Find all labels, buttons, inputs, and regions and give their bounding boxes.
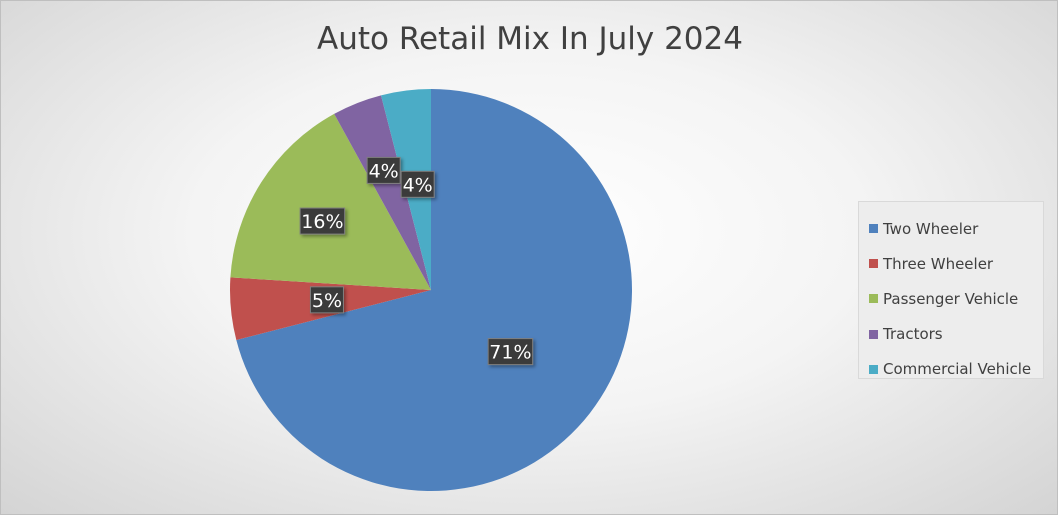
data-label-commercial-vehicle: 4%: [400, 170, 435, 198]
legend-label: Tractors: [883, 325, 943, 344]
legend-item-two-wheeler: Two Wheeler: [869, 211, 1043, 246]
data-label-text: 71%: [489, 342, 531, 364]
legend-swatch: [869, 224, 878, 234]
data-label-text: 4%: [403, 174, 433, 196]
chart-title: Auto Retail Mix In July 2024: [317, 21, 743, 57]
legend-label: Passenger Vehicle: [883, 289, 1019, 308]
data-label-passenger-vehicle: 16%: [299, 207, 346, 235]
legend-label: Three Wheeler: [883, 254, 994, 273]
legend-swatch: [869, 364, 878, 374]
legend-label: Commercial Vehicle: [883, 360, 1032, 379]
legend-swatch: [869, 329, 878, 339]
legend-swatch: [869, 259, 878, 269]
data-label-text: 5%: [312, 290, 342, 312]
legend: Two Wheeler Three Wheeler Passenger Vehicl…: [858, 201, 1044, 379]
legend-item-tractors: Tractors: [869, 317, 1043, 352]
legend-label: Two Wheeler: [883, 219, 979, 238]
pie-slice-passenger-vehicle: [230, 113, 431, 290]
data-label-text: 4%: [369, 160, 399, 182]
legend-item-passenger-vehicle: Passenger Vehicle: [869, 281, 1043, 316]
data-label-text: 16%: [301, 211, 343, 233]
data-label-tractors: 4%: [366, 156, 401, 184]
pie-slice-tractors: [334, 95, 431, 290]
legend-item-three-wheeler: Three Wheeler: [869, 246, 1043, 281]
data-label-three-wheeler: 5%: [309, 286, 344, 314]
data-label-two-wheeler: 71%: [487, 338, 534, 366]
legend-item-commercial-vehicle: Commercial Vehicle: [869, 352, 1043, 387]
pie-slice-two-wheeler: [236, 89, 632, 491]
legend-swatch: [869, 294, 878, 304]
